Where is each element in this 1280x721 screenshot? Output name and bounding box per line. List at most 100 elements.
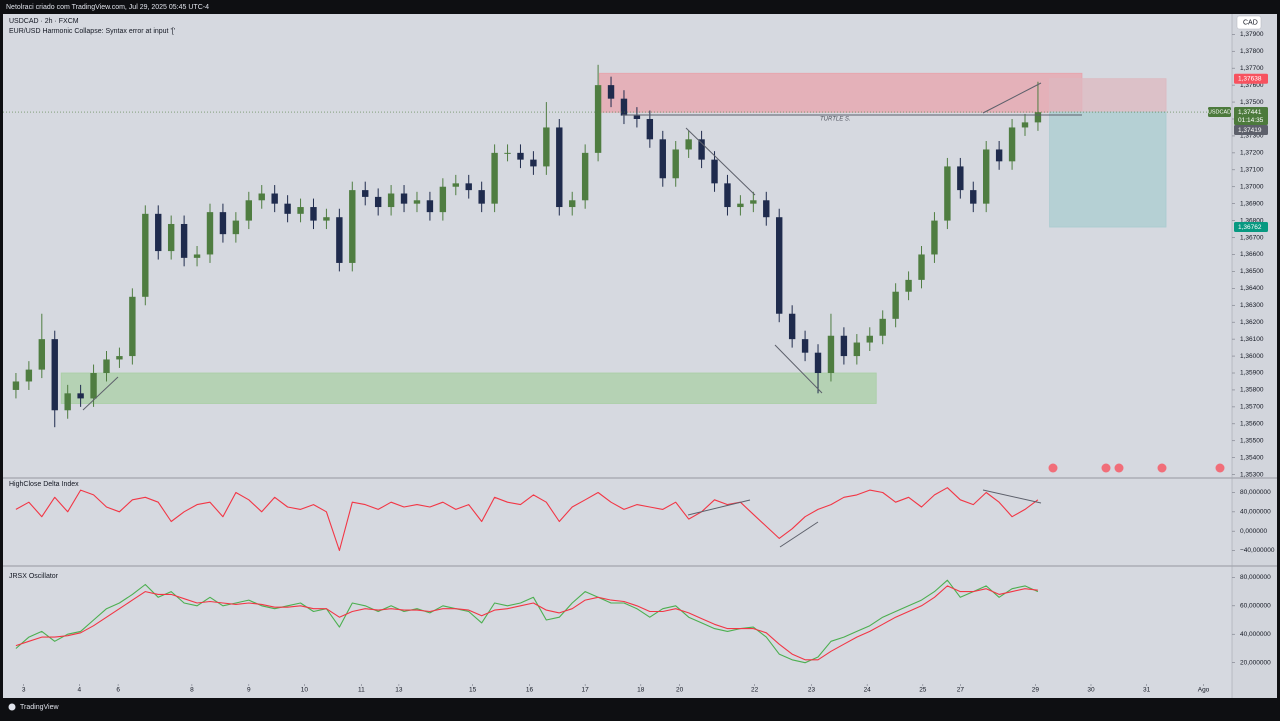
zone xyxy=(60,372,877,404)
y-tick-label: 1,36800 xyxy=(1240,217,1264,224)
y-tick-label: 1,36100 xyxy=(1240,336,1264,343)
x-tick-label: 16 xyxy=(526,687,534,694)
event-icon[interactable] xyxy=(1157,463,1167,473)
candle-body xyxy=(336,217,343,263)
x-tick-label: 23 xyxy=(808,687,816,694)
candle-body xyxy=(413,200,421,204)
x-tick-label: 15 xyxy=(469,687,477,694)
y-tick-label: 0,000000 xyxy=(1240,528,1267,535)
event-icon[interactable] xyxy=(1114,463,1124,473)
candle-body xyxy=(543,127,550,167)
candle-body xyxy=(776,217,783,314)
y-tick-label: 1,35300 xyxy=(1240,471,1264,478)
indicator-title: JRSX Oscillator xyxy=(9,573,59,580)
candle-body xyxy=(219,212,227,235)
indicator-line xyxy=(15,585,1038,661)
candle-body xyxy=(25,369,33,382)
candle-body xyxy=(167,223,175,252)
x-tick-label: 17 xyxy=(582,687,590,694)
y-tick-label: 80,000000 xyxy=(1240,489,1271,496)
price-tag xyxy=(1234,73,1268,84)
y-tick-label: 1,36200 xyxy=(1240,319,1264,326)
candle-body xyxy=(957,166,964,191)
currency-box[interactable] xyxy=(1236,15,1262,30)
candle-body xyxy=(465,183,472,191)
candle-body xyxy=(193,254,201,258)
candle-body xyxy=(970,190,977,204)
x-tick-label: 6 xyxy=(116,687,120,694)
x-tick-label: 30 xyxy=(1087,687,1095,694)
candle-body xyxy=(426,200,434,213)
candle-body xyxy=(724,183,731,208)
header: Netolraci criado com TradingView.com, Ju… xyxy=(6,4,209,11)
zone xyxy=(598,72,1083,113)
price-tag-label: 1,36762 xyxy=(1238,224,1262,231)
candle-body xyxy=(905,279,912,292)
x-tick-label: 18 xyxy=(637,687,645,694)
x-tick-label: 29 xyxy=(1032,687,1040,694)
y-tick-label: 1,36900 xyxy=(1240,200,1264,207)
event-icon[interactable] xyxy=(1048,463,1058,473)
zone xyxy=(1049,78,1167,113)
candle-body xyxy=(310,207,317,221)
candle-body xyxy=(607,85,615,99)
candle-body xyxy=(698,139,705,160)
x-tick-label: 11 xyxy=(358,687,365,694)
candle-body xyxy=(853,342,861,357)
event-icon[interactable] xyxy=(1101,463,1111,473)
candle-body xyxy=(478,190,485,204)
candle-body xyxy=(530,159,537,167)
x-tick-label: 24 xyxy=(864,687,872,694)
drawings xyxy=(82,82,1082,548)
candle-body xyxy=(323,217,330,221)
candle-body xyxy=(1008,127,1016,162)
candle-body xyxy=(879,318,886,336)
y-tick-label: −40,000000 xyxy=(1240,547,1275,554)
candle-body xyxy=(918,254,925,280)
candle-body xyxy=(556,127,563,208)
candle-body xyxy=(737,203,744,208)
candle-body xyxy=(116,356,123,360)
y-tick-label: 1,36400 xyxy=(1240,285,1264,292)
candle-body xyxy=(659,139,666,179)
indicator-line xyxy=(15,487,1039,552)
y-tick-label: 1,36700 xyxy=(1240,234,1264,241)
annotation: TURTLE S. xyxy=(820,117,851,123)
y-tick-label: 20,000000 xyxy=(1240,659,1271,666)
candle-body xyxy=(452,183,459,187)
candle-body xyxy=(594,85,602,153)
candle-body xyxy=(297,207,304,214)
candle-body xyxy=(569,200,576,208)
chart-subtitle: EUR/USD Harmonic Collapse: Syntax error … xyxy=(9,28,175,35)
y-tick-label: 40,000000 xyxy=(1240,631,1271,638)
currency-label[interactable]: CAD xyxy=(1243,19,1258,26)
candle-body xyxy=(866,335,873,343)
x-tick-label: 3 xyxy=(22,687,26,694)
candle-body xyxy=(439,186,447,213)
candle-body xyxy=(633,115,641,119)
candle-body xyxy=(258,193,265,201)
candle-body xyxy=(232,220,240,235)
candle-body xyxy=(362,190,369,197)
x-tick-label: 31 xyxy=(1143,687,1151,694)
candle-body xyxy=(271,193,278,204)
candle-body xyxy=(788,313,796,340)
x-tick-label: Ago xyxy=(1198,687,1210,694)
event-icon[interactable] xyxy=(1215,463,1225,473)
indicator-title: HighClose Delta Index xyxy=(9,481,79,488)
candle-body xyxy=(1021,122,1029,128)
candle-body xyxy=(12,381,20,390)
candle-body xyxy=(983,149,990,204)
candle-body xyxy=(129,296,136,357)
x-tick-label: 22 xyxy=(751,687,759,694)
candle-body xyxy=(77,393,84,399)
x-tick-label: 13 xyxy=(395,687,403,694)
indicator-line xyxy=(15,579,1039,664)
candle-body xyxy=(763,200,770,218)
trendline xyxy=(982,82,1042,114)
candle-body xyxy=(1034,112,1042,123)
candle-body xyxy=(374,196,382,208)
candle-body xyxy=(517,152,524,160)
x-tick-label: 9 xyxy=(247,687,251,694)
x-tick-label: 8 xyxy=(190,687,194,694)
